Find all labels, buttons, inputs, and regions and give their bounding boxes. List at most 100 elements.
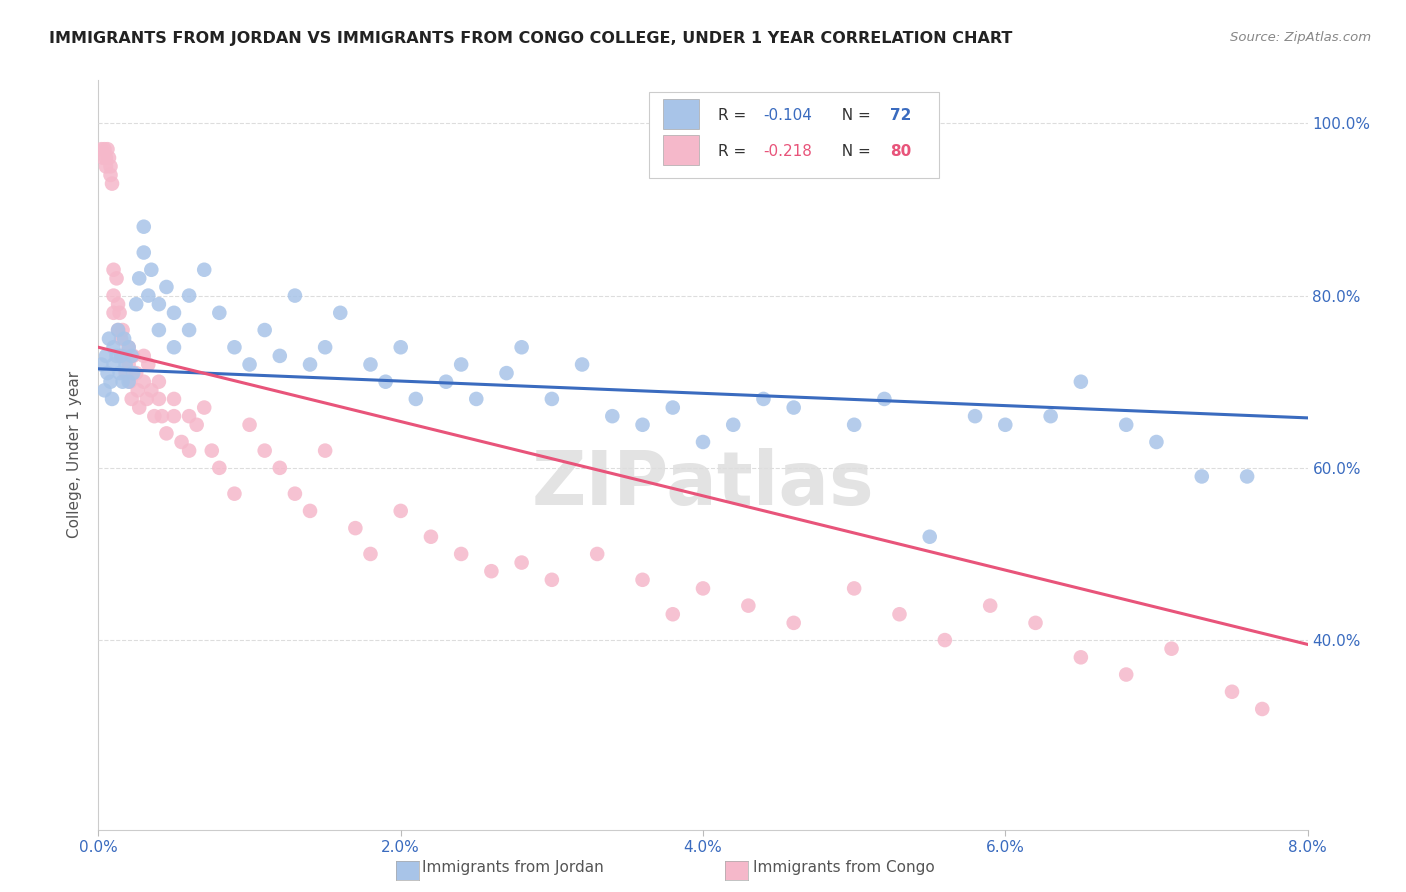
Point [132, 349, 155, 363]
Text: 72: 72 [890, 108, 912, 123]
Text: R =: R = [717, 144, 751, 159]
Point [163, 306, 186, 320]
Point [125, 366, 148, 380]
Point [405, 392, 427, 406]
Point [179, 323, 201, 337]
Point [661, 607, 683, 622]
Point [148, 375, 170, 389]
Point [90, 142, 112, 156]
Point [661, 401, 683, 415]
Point [107, 297, 129, 311]
Point [253, 443, 276, 458]
Point [201, 443, 224, 458]
Point [239, 417, 262, 432]
Point [314, 443, 336, 458]
Point [631, 573, 654, 587]
Text: R =: R = [717, 108, 751, 123]
Point [269, 349, 291, 363]
Point [128, 271, 150, 285]
Text: Immigrants from Jordan: Immigrants from Jordan [422, 861, 605, 875]
Point [100, 168, 122, 182]
Point [586, 547, 609, 561]
Point [118, 340, 141, 354]
Point [284, 486, 307, 500]
Point [481, 564, 503, 578]
Point [121, 392, 143, 406]
Point [1070, 650, 1092, 665]
Point [602, 409, 624, 424]
Point [103, 358, 125, 372]
Point [1191, 469, 1213, 483]
Point [110, 349, 132, 363]
Point [101, 392, 124, 406]
Point [98, 332, 121, 346]
Point [495, 366, 517, 380]
Point [450, 547, 472, 561]
Point [136, 358, 159, 372]
Text: 80: 80 [890, 144, 911, 159]
Point [465, 392, 488, 406]
Point [844, 582, 866, 596]
Point [90, 358, 112, 372]
Point [1146, 435, 1168, 450]
Point [118, 358, 141, 372]
Point [269, 460, 291, 475]
Text: -0.104: -0.104 [763, 108, 813, 123]
Point [889, 607, 911, 622]
Text: ZIPatlas: ZIPatlas [531, 449, 875, 522]
Point [141, 384, 163, 398]
Text: -0.218: -0.218 [763, 144, 813, 159]
Point [110, 332, 132, 346]
Point [737, 599, 759, 613]
Point [284, 288, 307, 302]
Point [107, 323, 129, 337]
Point [1115, 417, 1137, 432]
FancyBboxPatch shape [664, 99, 699, 129]
Point [179, 288, 201, 302]
Point [1236, 469, 1258, 483]
Text: N =: N = [832, 108, 876, 123]
Point [155, 426, 177, 441]
Point [108, 306, 131, 320]
Point [114, 358, 136, 372]
Point [179, 443, 201, 458]
Point [239, 358, 262, 372]
Point [148, 297, 170, 311]
Point [122, 349, 145, 363]
Point [103, 262, 125, 277]
Point [873, 392, 896, 406]
Point [1160, 641, 1182, 656]
Point [360, 358, 382, 372]
Point [571, 358, 593, 372]
Point [96, 142, 118, 156]
Point [360, 547, 382, 561]
Point [193, 262, 215, 277]
Point [93, 384, 115, 398]
Point [120, 375, 142, 389]
Point [450, 358, 472, 372]
Point [110, 349, 132, 363]
Text: IMMIGRANTS FROM JORDAN VS IMMIGRANTS FROM CONGO COLLEGE, UNDER 1 YEAR CORRELATIO: IMMIGRANTS FROM JORDAN VS IMMIGRANTS FRO… [49, 31, 1012, 46]
Point [128, 401, 150, 415]
Point [98, 151, 121, 165]
Point [692, 435, 714, 450]
Text: Source: ZipAtlas.com: Source: ZipAtlas.com [1230, 31, 1371, 45]
Point [1220, 685, 1243, 699]
Point [163, 340, 186, 354]
Point [148, 392, 170, 406]
Point [723, 417, 745, 432]
Point [1251, 702, 1274, 716]
Point [132, 245, 155, 260]
Point [1115, 667, 1137, 681]
Point [143, 409, 166, 424]
Point [121, 349, 143, 363]
Point [107, 323, 129, 337]
Point [186, 417, 208, 432]
Point [434, 375, 457, 389]
Point [314, 340, 336, 354]
Point [94, 160, 117, 174]
Point [752, 392, 775, 406]
Point [389, 504, 412, 518]
Point [103, 306, 125, 320]
Point [105, 349, 128, 363]
